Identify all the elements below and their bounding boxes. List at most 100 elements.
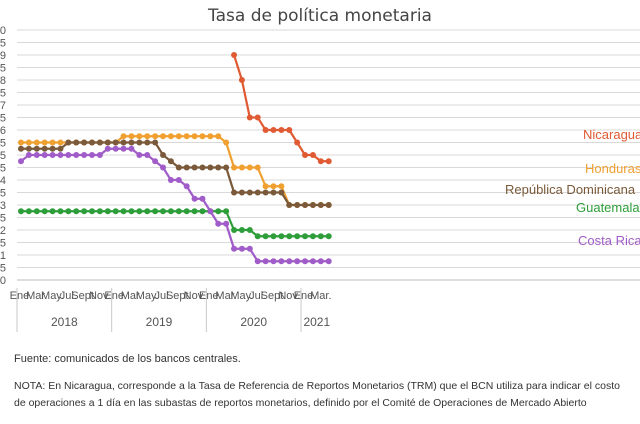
data-point [120,145,127,152]
data-point [302,202,309,208]
data-point [41,139,48,146]
data-point [215,164,222,171]
data-point [302,233,309,240]
data-point [215,133,222,140]
data-point [215,220,222,227]
x-tick-label: Jul. [154,290,171,302]
data-point [223,139,230,146]
data-point [183,164,190,171]
data-point [207,133,214,140]
data-point [144,152,151,158]
data-point [294,258,301,265]
y-tick-label: 2.5 [0,213,6,225]
data-point [215,208,222,215]
data-point [96,208,103,215]
data-point [199,195,206,202]
series-line [232,54,329,163]
y-tick-label: 4.5 [0,163,6,175]
data-point [136,208,143,215]
data-point [89,152,96,158]
year-label: 2021 [303,315,330,329]
data-point [302,258,309,265]
x-tick-label: Jul. [60,290,77,302]
data-point [309,152,316,158]
data-point [25,208,32,215]
chart-title: Tasa de política monetaria [208,6,432,26]
data-point [57,152,64,158]
data-point [286,258,293,265]
data-point [49,139,56,146]
x-tick-label: Nov. [89,290,111,302]
data-point [120,139,127,146]
data-point [120,208,127,215]
data-point [96,139,103,146]
data-point [223,220,230,227]
data-point [160,164,167,171]
data-point [238,245,245,252]
series-label: Guatemala [576,200,640,215]
data-point [33,152,40,158]
data-point [325,158,332,165]
footnote-line-2: de operaciones a 1 día en las subastas d… [14,397,587,409]
data-point [167,133,174,140]
x-tick-label: Mar. [310,290,331,302]
data-point [57,145,64,152]
data-point [270,189,277,196]
data-point [262,183,269,190]
y-tick-label: 6.5 [0,113,6,125]
data-point [41,152,48,158]
data-point [191,164,198,171]
data-point [262,127,269,133]
data-point [144,139,151,146]
data-point [175,208,182,215]
data-point [278,189,285,196]
data-point [41,208,48,215]
x-tick-label: May. [41,290,64,302]
data-point [18,158,24,165]
data-point [254,233,261,240]
data-point [160,208,167,215]
data-point [183,133,190,140]
data-point [309,233,316,240]
data-point [160,133,167,140]
data-point [325,233,332,240]
data-point [57,139,64,146]
data-point [49,208,56,215]
y-tick-label: 3 [0,200,6,212]
data-point [325,258,332,265]
data-point [270,127,277,133]
data-point [254,258,261,265]
x-tick-label: May. [230,290,253,302]
data-point [167,208,174,215]
x-tick-label: Ene. [104,290,127,302]
data-point [223,164,230,171]
data-point [152,208,159,215]
y-tick-label: 5 [0,150,6,162]
x-tick-label: Jul. [249,290,266,302]
data-point [309,202,316,208]
year-label: 2019 [146,315,173,329]
data-point [73,139,80,146]
data-point [231,164,238,171]
data-point [278,127,285,133]
series-label: República Dominicana [505,182,636,197]
data-point [317,258,324,265]
year-label: 2018 [51,315,78,329]
data-point [65,208,72,215]
data-point [270,258,277,265]
data-point [104,145,111,152]
data-point [65,139,72,146]
series-label: Costa Rica [578,233,640,248]
data-point [317,158,324,165]
data-point [81,208,88,215]
y-tick-label: 2 [0,225,6,237]
data-point [112,208,119,215]
data-point [136,139,143,146]
data-point [278,183,285,190]
data-point [246,164,253,171]
data-point [152,158,159,165]
data-point [207,164,214,171]
y-tick-label: 9 [0,50,6,62]
data-point [238,189,245,196]
data-point [136,152,143,158]
